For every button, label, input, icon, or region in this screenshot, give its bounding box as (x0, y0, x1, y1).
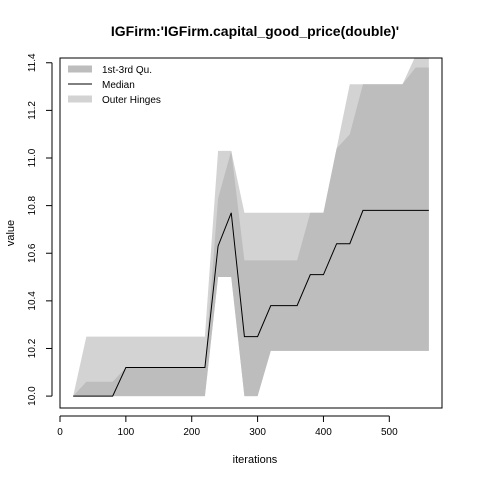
y-tick-label: 11.2 (27, 101, 38, 120)
quartile-band (73, 67, 429, 397)
y-tick-label: 10.6 (27, 243, 38, 263)
x-axis-label: iterations (233, 454, 278, 466)
x-tick-label: 400 (315, 427, 332, 438)
y-axis: 10.0 10.2 10.4 10.6 10.8 11.0 11.2 11.4 (27, 53, 53, 406)
y-tick-label: 11.4 (27, 53, 38, 72)
x-tick-label: 200 (183, 427, 200, 438)
x-tick-label: 0 (57, 427, 63, 438)
y-axis-label: value (5, 220, 17, 246)
y-tick-label: 10.4 (27, 291, 38, 311)
legend-label: Median (102, 80, 135, 91)
plot-frame (59, 57, 443, 409)
y-tick-label: 10.2 (27, 338, 38, 358)
median-line (73, 209, 429, 397)
y-tick-label: 10.0 (27, 386, 38, 406)
x-tick-label: 500 (381, 427, 398, 438)
legend-label: Outer Hinges (102, 95, 161, 106)
median-line-layer (73, 209, 429, 397)
y-tick-label: 10.8 (27, 195, 38, 215)
x-axis: 0 100 200 300 400 500 (57, 415, 398, 438)
x-tick-label: 300 (249, 427, 266, 438)
legend-label: 1st-3rd Qu. (102, 65, 152, 76)
chart-title: IGFirm:'IGFirm.capital_good_price(double… (111, 23, 399, 39)
x-tick-label: 100 (118, 427, 135, 438)
legend: 1st-3rd Qu. Median Outer Hinges (68, 65, 161, 106)
quartile-band-layer (73, 67, 429, 397)
y-tick-label: 11.0 (27, 148, 38, 167)
